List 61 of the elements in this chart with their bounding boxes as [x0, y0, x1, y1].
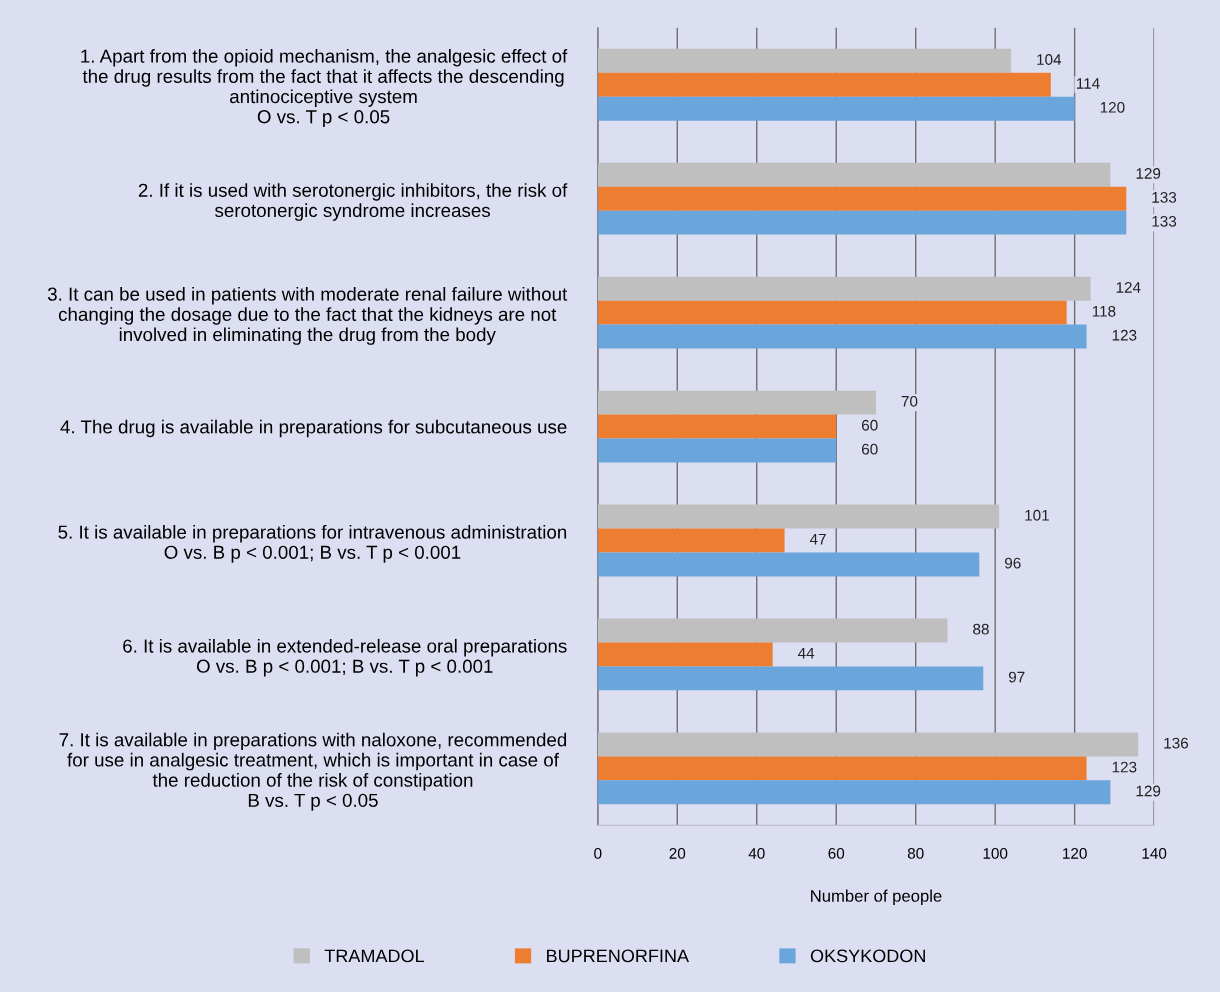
x-tick-label: 80 [907, 847, 924, 859]
y-tick-label: 2. If it is used with serotonergic inhibitors, the risk of serotonergic syndrome increases [138, 183, 568, 221]
data-label: 129 [1136, 785, 1161, 797]
bar [597, 276, 1091, 301]
bar [597, 300, 1067, 325]
bar [597, 666, 984, 691]
bar [597, 324, 1087, 349]
x-tick-label: 100 [983, 847, 1008, 859]
legend-label: BUPRENORFINA [547, 949, 690, 963]
x-tick-label: 20 [669, 847, 686, 859]
y-tick-label: 5. It is available in preparations for intravenous administration O vs. B p < 0.001; B vs. T p < 0.001 [58, 524, 567, 563]
y-tick-label: 3. It can be used in patients with moderate renal failure without changing the dosage due to the fact that the kidneys are not involved in eliminating the drug from the body [47, 286, 568, 345]
bar [597, 72, 1051, 97]
data-label: 123 [1112, 329, 1137, 341]
y-tick-label: 7. It is available in preparations with naloxone, recommended for use in analgesic treatment, which is important in case of the reduction of the risk of constipation B vs. T p < 0.05 [59, 732, 567, 811]
y-tick-label: 1. Apart from the opioid mechanism, the analgesic effect of the drug results from the fact that it affects the descending antinociceptive system O vs. T p < 0.05 [81, 49, 568, 128]
data-label: 133 [1152, 215, 1177, 227]
data-label: 47 [809, 533, 826, 545]
legend-label: TRAMADOL [324, 949, 425, 963]
bar [597, 552, 980, 577]
x-tick-label: 40 [748, 847, 765, 859]
data-label: 97 [1008, 671, 1025, 683]
data-label: 124 [1116, 281, 1141, 293]
data-label: 70 [901, 395, 918, 407]
bar [597, 642, 773, 667]
data-label: 120 [1100, 101, 1125, 113]
x-tick-label: 0 [594, 847, 602, 859]
bar [597, 48, 1012, 73]
bar [597, 780, 1111, 805]
x-tick-label: 120 [1063, 847, 1087, 859]
y-tick-label: 6. It is available in extended-release oral preparations O vs. B p < 0.001; B vs. T p < 0.001 [123, 638, 567, 677]
data-label: 44 [797, 647, 815, 659]
bar [597, 732, 1139, 757]
data-label: 118 [1092, 305, 1116, 317]
bar [597, 618, 948, 643]
data-label: 114 [1076, 78, 1100, 89]
data-label: 123 [1112, 761, 1137, 773]
bar [597, 438, 837, 463]
bar [597, 162, 1111, 187]
data-label: 88 [973, 623, 989, 635]
x-axis-title: Number of people [811, 889, 942, 906]
data-label: 60 [862, 443, 878, 455]
bar [597, 96, 1075, 121]
bar [597, 186, 1127, 211]
bar [597, 504, 1000, 529]
legend-label: OKSYKODON [810, 949, 925, 963]
data-label: 104 [1037, 54, 1062, 65]
bar [597, 210, 1127, 235]
x-tick-label: 60 [828, 847, 845, 859]
data-label: 136 [1164, 737, 1189, 749]
data-label: 96 [1004, 557, 1021, 569]
x-tick-label: 140 [1142, 847, 1167, 859]
data-label: 133 [1152, 191, 1177, 203]
bar [597, 756, 1087, 781]
bar [597, 414, 837, 439]
data-label: 101 [1025, 509, 1049, 521]
bar [597, 390, 876, 415]
bar [597, 528, 785, 553]
data-label: 60 [862, 419, 878, 431]
data-label: 129 [1136, 168, 1161, 179]
y-tick-label: 4. The drug is available in preparations for subcutaneous use [60, 419, 567, 438]
